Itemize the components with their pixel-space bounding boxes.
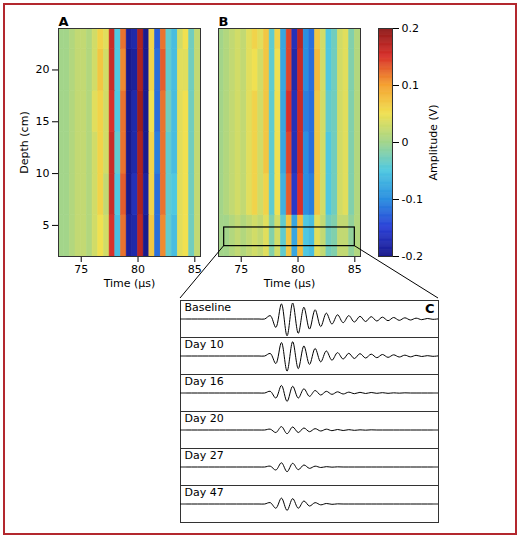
svg-text:80: 80 bbox=[131, 263, 145, 276]
svg-text:0: 0 bbox=[402, 136, 409, 149]
svg-text:0.1: 0.1 bbox=[402, 79, 420, 92]
svg-text:15: 15 bbox=[36, 115, 50, 128]
svg-text:85: 85 bbox=[348, 263, 362, 276]
svg-text:0.2: 0.2 bbox=[402, 22, 420, 35]
svg-text:Time (µs): Time (µs) bbox=[103, 277, 156, 290]
svg-text:Amplitude (V): Amplitude (V) bbox=[427, 105, 440, 181]
svg-text:80: 80 bbox=[291, 263, 305, 276]
svg-text:Day 16: Day 16 bbox=[185, 375, 224, 388]
svg-text:5: 5 bbox=[43, 219, 50, 232]
svg-text:-0.1: -0.1 bbox=[402, 193, 423, 206]
svg-text:10: 10 bbox=[36, 167, 50, 180]
svg-text:Day 27: Day 27 bbox=[185, 449, 224, 462]
svg-text:Depth (cm): Depth (cm) bbox=[18, 111, 31, 173]
svg-text:Day 10: Day 10 bbox=[185, 338, 224, 351]
svg-text:75: 75 bbox=[234, 263, 248, 276]
svg-text:75: 75 bbox=[74, 263, 88, 276]
svg-text:Day 20: Day 20 bbox=[185, 412, 224, 425]
svg-text:Baseline: Baseline bbox=[185, 301, 232, 314]
svg-text:20: 20 bbox=[36, 63, 50, 76]
svg-text:A: A bbox=[59, 14, 69, 29]
svg-text:Day 47: Day 47 bbox=[185, 486, 224, 499]
svg-text:-0.2: -0.2 bbox=[402, 250, 423, 263]
svg-text:C: C bbox=[425, 301, 435, 316]
svg-text:Time (µs): Time (µs) bbox=[263, 277, 316, 290]
svg-text:B: B bbox=[219, 14, 229, 29]
svg-text:85: 85 bbox=[188, 263, 202, 276]
